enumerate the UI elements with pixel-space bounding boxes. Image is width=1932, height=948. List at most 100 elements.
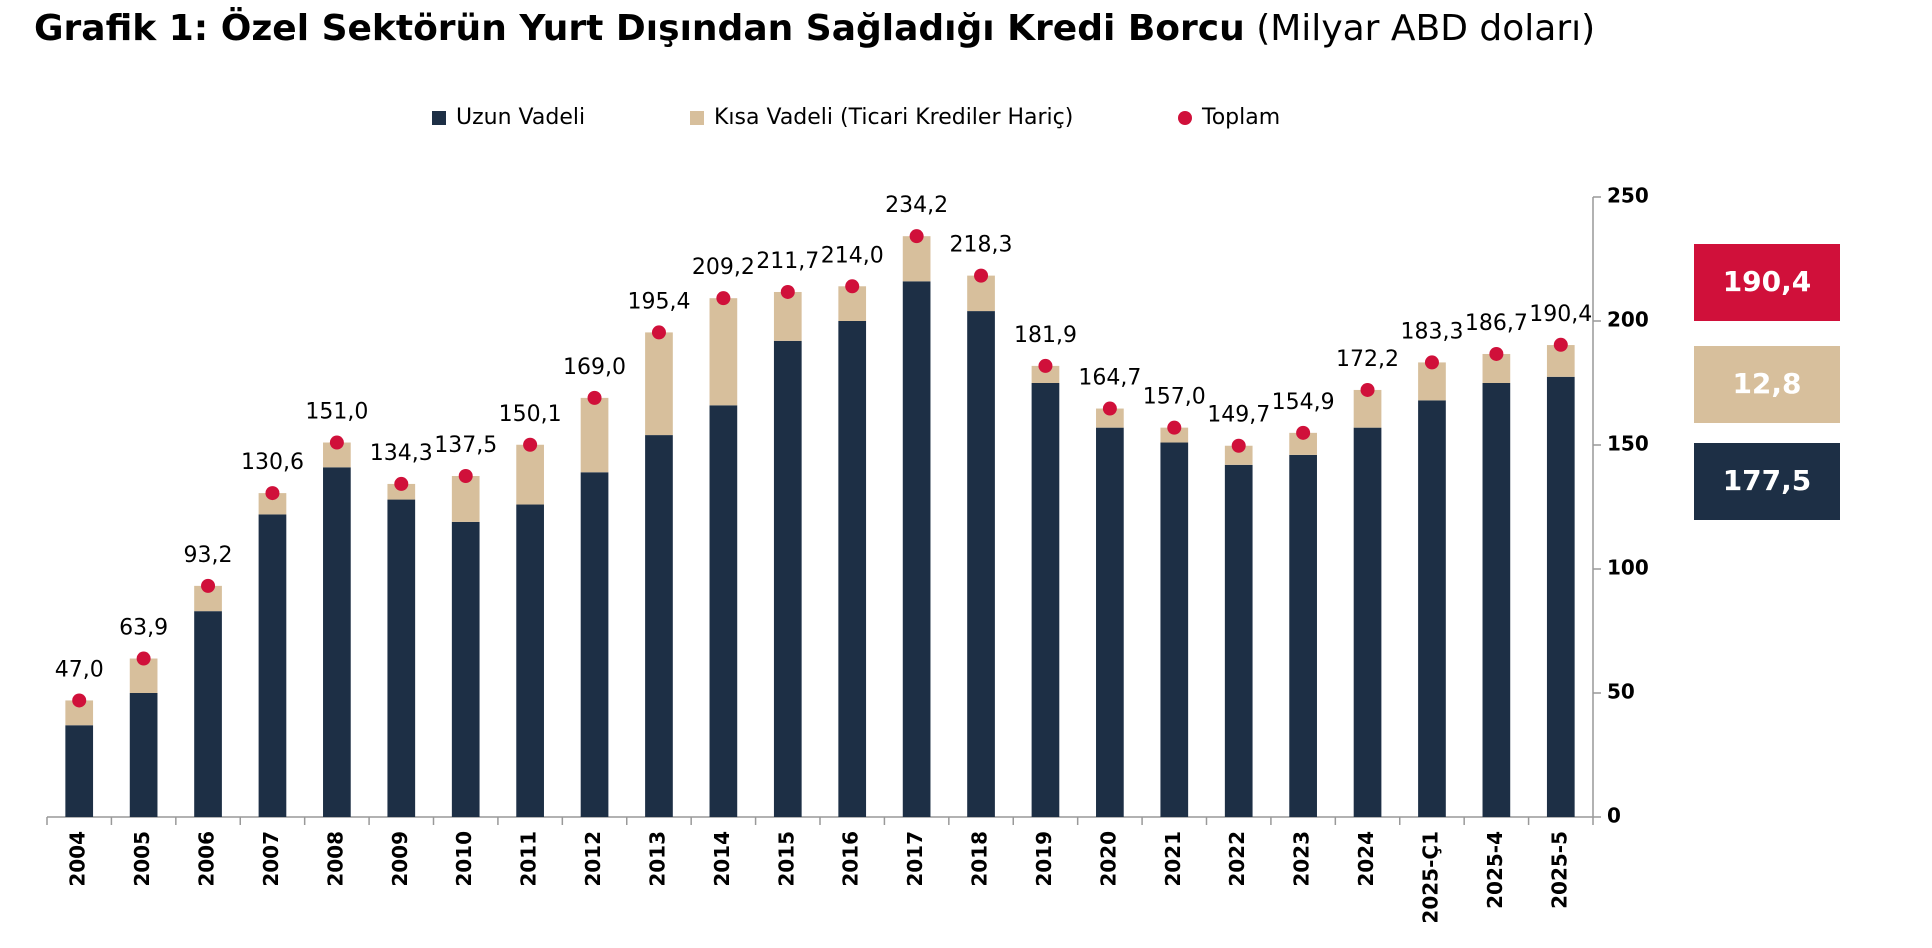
bar-segment xyxy=(902,281,931,817)
bar-segment xyxy=(129,693,158,817)
total-dot xyxy=(1424,355,1439,370)
summary-label: 177,5 xyxy=(1723,464,1812,497)
total-dot xyxy=(1296,425,1311,440)
total-dot xyxy=(458,469,473,483)
total-dot xyxy=(845,279,860,294)
total-dot xyxy=(394,476,409,491)
x-tick-label: 2021 xyxy=(1161,831,1185,887)
total-dot xyxy=(1553,337,1568,352)
data-label: 209,2 xyxy=(692,255,755,280)
x-tick-label: 2010 xyxy=(452,831,476,887)
x-tick-label: 2011 xyxy=(517,831,541,887)
y-tick-label: 150 xyxy=(1607,432,1649,456)
x-tick-label: 2025-Ç1 xyxy=(1418,831,1442,924)
data-label: 154,9 xyxy=(1272,390,1335,415)
bar-segment xyxy=(902,236,931,282)
bar-segment xyxy=(323,467,351,817)
legend-swatch xyxy=(432,111,446,125)
bar-segment xyxy=(451,521,480,817)
total-dot xyxy=(1038,358,1053,373)
x-tick-label: 2025-4 xyxy=(1483,831,1507,909)
data-label: 183,3 xyxy=(1400,319,1463,344)
data-label: 130,6 xyxy=(241,450,304,475)
total-dot xyxy=(1489,346,1504,361)
data-label: 234,2 xyxy=(885,193,948,218)
total-dot xyxy=(1360,382,1375,397)
bar-segment xyxy=(1353,427,1382,817)
x-tick-label: 2007 xyxy=(259,831,283,887)
data-label: 195,4 xyxy=(627,289,690,314)
total-dot xyxy=(72,693,87,708)
bar-segment xyxy=(1096,408,1124,428)
total-dot xyxy=(265,486,280,501)
data-label: 137,5 xyxy=(434,433,497,458)
total-dot xyxy=(974,268,989,283)
bar-segment xyxy=(1418,400,1446,817)
chart-subtitle: (Milyar ABD doları) xyxy=(1256,8,1595,49)
x-tick-label: 2006 xyxy=(195,831,219,887)
summary-box xyxy=(1694,244,1840,321)
chart-title: Grafik 1: Özel Sektörün Yurt Dışından Sa… xyxy=(34,7,1245,49)
data-label: 47,0 xyxy=(55,657,104,682)
data-label: 63,9 xyxy=(119,616,168,641)
legend-label: Toplam xyxy=(1201,105,1280,130)
chart-title-group: Grafik 1: Özel Sektörün Yurt Dışından Sa… xyxy=(34,7,1595,49)
data-label: 151,0 xyxy=(305,400,368,425)
bar-segment xyxy=(709,298,738,406)
bar-segment xyxy=(65,725,94,817)
y-tick-label: 0 xyxy=(1607,804,1621,828)
bar-segment xyxy=(258,514,287,817)
x-tick-label: 2016 xyxy=(839,831,863,887)
legend-label: Uzun Vadeli xyxy=(456,105,585,130)
data-label: 149,7 xyxy=(1207,403,1270,428)
data-label: 157,0 xyxy=(1143,385,1206,410)
data-label: 134,3 xyxy=(370,441,433,466)
bar-segment xyxy=(838,321,867,817)
total-dot xyxy=(136,651,151,666)
data-label: 181,9 xyxy=(1014,323,1077,348)
x-tick-label: 2020 xyxy=(1096,831,1120,887)
bar-segment xyxy=(1289,454,1317,817)
data-label: 172,2 xyxy=(1336,347,1399,372)
bar-segment xyxy=(387,499,416,817)
y-tick-label: 250 xyxy=(1607,184,1649,208)
total-dot xyxy=(1231,438,1246,453)
y-tick-label: 100 xyxy=(1607,556,1649,580)
total-dot xyxy=(1167,420,1182,435)
x-tick-label: 2014 xyxy=(710,831,734,887)
data-label: 190,4 xyxy=(1529,302,1592,327)
total-dot xyxy=(329,435,344,450)
x-tick-label: 2019 xyxy=(1032,831,1056,887)
data-label: 218,3 xyxy=(950,233,1013,258)
summary-box xyxy=(1694,443,1840,520)
total-dot xyxy=(201,578,216,593)
total-dot xyxy=(1102,401,1117,416)
total-dot xyxy=(587,390,602,405)
bar-segment xyxy=(580,397,609,473)
bar-segment xyxy=(967,311,995,817)
bar-segment xyxy=(1224,445,1253,465)
bar-segment xyxy=(773,340,802,817)
legend-swatch xyxy=(1178,111,1192,125)
bar-segment xyxy=(451,476,480,522)
bar-segment xyxy=(1224,464,1253,817)
y-tick-label: 200 xyxy=(1607,308,1649,332)
bar-segment xyxy=(194,611,222,817)
bar-segment xyxy=(1096,427,1124,817)
x-tick-label: 2023 xyxy=(1290,831,1314,887)
bar-segment xyxy=(516,444,544,505)
x-tick-label: 2022 xyxy=(1225,831,1249,887)
data-label: 214,0 xyxy=(821,243,884,268)
total-dot xyxy=(780,284,795,299)
data-label: 150,1 xyxy=(499,402,562,427)
bar-segment xyxy=(387,483,416,500)
summary-box xyxy=(1694,346,1840,423)
bar-segment xyxy=(773,291,802,341)
bar-segment xyxy=(709,405,738,817)
bar-segment xyxy=(1482,383,1511,817)
bar-segment xyxy=(645,435,673,817)
data-label: 211,7 xyxy=(756,249,819,274)
x-tick-label: 2008 xyxy=(323,831,347,887)
bar-segment xyxy=(580,472,609,817)
